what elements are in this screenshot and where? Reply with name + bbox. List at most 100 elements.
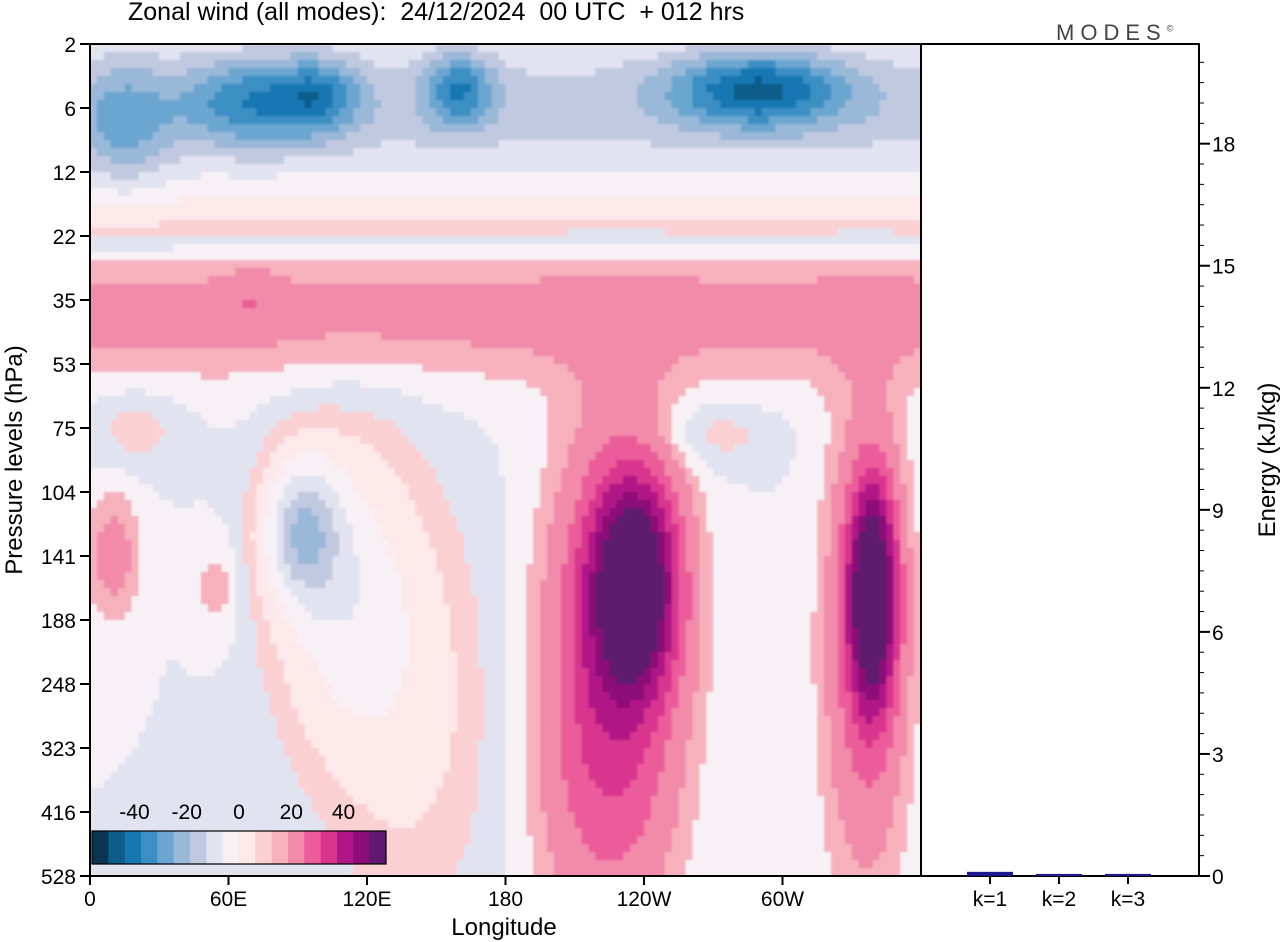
- heatmap-cell: [297, 292, 306, 301]
- heatmap-cell: [678, 116, 687, 125]
- heatmap-cell: [131, 316, 140, 325]
- heatmap-cell: [768, 348, 777, 357]
- heatmap-cell: [810, 308, 818, 317]
- heatmap-cell: [290, 284, 299, 293]
- heatmap-cell: [138, 196, 146, 205]
- heatmap-cell: [353, 164, 361, 173]
- heatmap-cell: [311, 140, 320, 149]
- heatmap-cell: [311, 308, 320, 317]
- heatmap-cell: [886, 156, 894, 165]
- heatmap-cell: [193, 132, 202, 141]
- heatmap-cell: [533, 84, 541, 93]
- heatmap-cell: [740, 132, 749, 141]
- heatmap-cell: [567, 332, 576, 341]
- heatmap-cell: [463, 372, 472, 381]
- heatmap-cell: [235, 188, 243, 197]
- heatmap-cell: [463, 356, 472, 365]
- heatmap-cell: [145, 212, 153, 221]
- heatmap-cell: [145, 276, 153, 285]
- heatmap-cell: [242, 84, 250, 93]
- heatmap-cell: [484, 348, 493, 357]
- heatmap-cell: [304, 84, 313, 93]
- heatmap-cell: [145, 116, 153, 125]
- heatmap-cell: [713, 268, 721, 277]
- heatmap-cell: [574, 188, 583, 197]
- heatmap-cell: [304, 252, 313, 261]
- heatmap-cell: [443, 108, 451, 117]
- heatmap-cell: [491, 76, 500, 85]
- heatmap-cell: [720, 180, 728, 189]
- heatmap-cell: [346, 60, 354, 69]
- heatmap-cell: [830, 308, 839, 317]
- heatmap-cell: [408, 76, 417, 85]
- heatmap-cell: [533, 132, 541, 141]
- heatmap-cell: [914, 268, 921, 277]
- heatmap-cell: [463, 172, 472, 181]
- heatmap-cell: [796, 76, 804, 85]
- heatmap-cell: [443, 332, 451, 341]
- heatmap-cell: [491, 252, 500, 261]
- heatmap-cell: [443, 100, 451, 109]
- heatmap-cell: [907, 108, 915, 117]
- heatmap-cell: [436, 316, 444, 325]
- heatmap-cell: [817, 212, 825, 221]
- heatmap-cell: [699, 212, 707, 221]
- heatmap-cell: [602, 140, 610, 149]
- heatmap-cell: [470, 332, 479, 341]
- heatmap-cell: [789, 292, 797, 301]
- heatmap-cell: [685, 268, 694, 277]
- heatmap-cell: [387, 84, 396, 93]
- heatmap-cell: [540, 60, 548, 69]
- heatmap-cell: [609, 196, 617, 205]
- heatmap-cell: [318, 220, 327, 229]
- heatmap-cell: [394, 100, 403, 109]
- heatmap-cell: [547, 100, 555, 109]
- heatmap-cell: [401, 188, 410, 197]
- heatmap-cell: [484, 300, 493, 309]
- heatmap-cell: [145, 260, 153, 269]
- heatmap-cell: [332, 156, 340, 165]
- heatmap-cell: [817, 84, 825, 93]
- heatmap-cell: [775, 116, 784, 125]
- heatmap-cell: [775, 124, 784, 133]
- heatmap-cell: [166, 108, 174, 117]
- heatmap-cell: [574, 180, 583, 189]
- heatmap-cell: [173, 276, 181, 285]
- heatmap-cell: [588, 172, 597, 181]
- heatmap-cell: [547, 76, 555, 85]
- heatmap-cell: [678, 220, 687, 229]
- heatmap-cell: [519, 172, 527, 181]
- heatmap-cell: [560, 52, 569, 61]
- heatmap-cell: [117, 364, 126, 373]
- heatmap-cell: [498, 60, 507, 69]
- heatmap-cell: [796, 356, 804, 365]
- heatmap-cell: [304, 268, 313, 277]
- heatmap-cell: [851, 44, 860, 53]
- heatmap-cell: [865, 140, 874, 149]
- heatmap-cell: [886, 116, 894, 125]
- heatmap-cell: [387, 268, 396, 277]
- heatmap-cell: [422, 252, 430, 261]
- heatmap-cell: [512, 284, 520, 293]
- heatmap-cell: [796, 100, 804, 109]
- heatmap-cell: [159, 188, 167, 197]
- heatmap-cell: [602, 180, 610, 189]
- heatmap-cell: [671, 84, 680, 93]
- heatmap-cell: [720, 324, 728, 333]
- heatmap-cell: [872, 116, 881, 125]
- heatmap-cell: [858, 68, 867, 77]
- heatmap-cell: [768, 228, 777, 237]
- heatmap-cell: [484, 292, 493, 301]
- heatmap-cell: [290, 236, 299, 245]
- heatmap-cell: [450, 348, 458, 357]
- heatmap-cell: [117, 132, 126, 141]
- heatmap-cell: [353, 300, 361, 309]
- heatmap-cell: [699, 356, 707, 365]
- heatmap-cell: [623, 284, 631, 293]
- heatmap-cell: [380, 268, 389, 277]
- heatmap-cell: [263, 148, 271, 157]
- heatmap-cell: [630, 332, 638, 341]
- heatmap-cell: [90, 252, 98, 261]
- heatmap-cell: [637, 300, 645, 309]
- heatmap-cell: [159, 84, 167, 93]
